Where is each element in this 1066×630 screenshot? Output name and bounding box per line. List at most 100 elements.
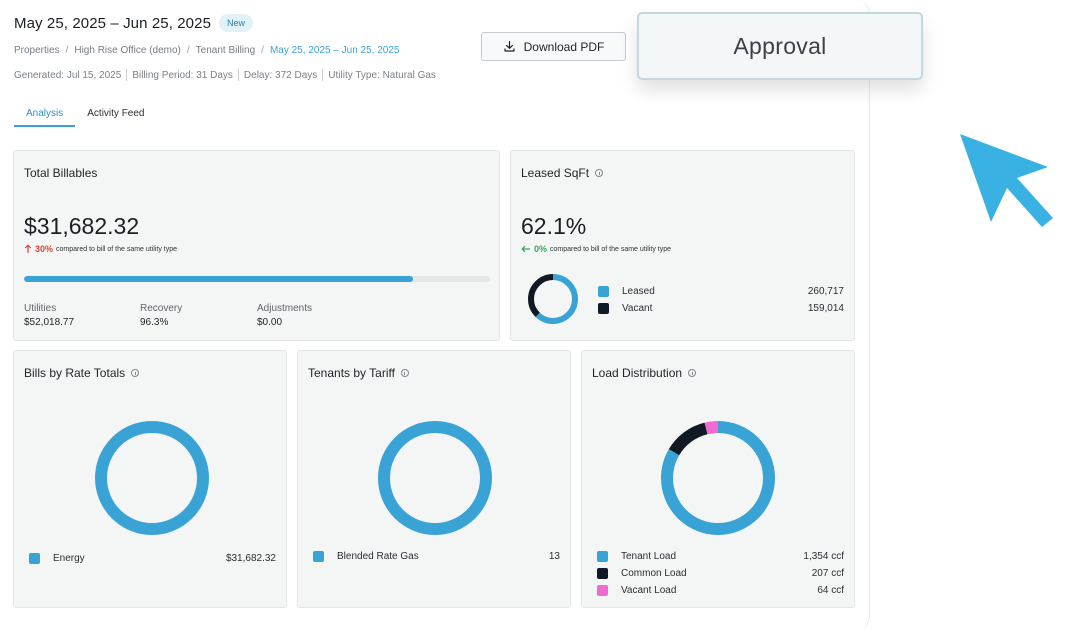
donut-slice-vacant <box>528 274 578 324</box>
download-icon <box>504 41 515 52</box>
breadcrumb-properties[interactable]: Properties <box>14 45 60 56</box>
legend-value: 13 <box>548 551 560 562</box>
billables-progress-bar <box>24 276 490 282</box>
total-billables-card: Total Billables $31,682.32 30% compared … <box>13 150 500 341</box>
card-title-row: Tenants by Tariff <box>308 366 409 380</box>
meta-divider <box>237 69 239 81</box>
legend-swatch <box>597 551 608 562</box>
card-title: Total Billables <box>24 166 98 180</box>
legend-item: Vacant Load 64 ccf <box>592 582 844 599</box>
legend-swatch <box>313 551 324 562</box>
load-donut-chart <box>661 421 775 535</box>
legend-item: Blended Rate Gas 13 <box>308 548 560 565</box>
tariff-donut-chart <box>378 421 492 535</box>
page-title: May 25, 2025 – Jun 25, 2025 <box>14 14 212 32</box>
breadcrumb-current: May 25, 2025 – Jun 25, 2025 <box>269 45 400 56</box>
card-title: Leased SqFt <box>521 166 590 180</box>
leased-legend: Leased 260,717 Vacant 159,014 <box>521 283 844 317</box>
stat-value: $52,018.77 <box>24 317 75 328</box>
arrow-up-icon <box>24 244 32 253</box>
legend-item: Tenant Load 1,354 ccf <box>592 548 844 565</box>
donut-slice-blended-rate-gas <box>378 421 492 535</box>
billables-progress-fill <box>24 276 414 282</box>
change-indicator: 30% compared to bill of the same utility… <box>24 244 177 254</box>
change-indicator: 0% compared to bill of the same utility … <box>521 244 671 254</box>
legend-item: Leased 260,717 <box>593 283 844 300</box>
legend-label: Energy <box>53 553 85 564</box>
stat-label: Recovery <box>140 303 183 314</box>
card-title: Tenants by Tariff <box>308 366 395 380</box>
cursor-arrow-icon <box>960 134 1053 227</box>
total-billables-value: $31,682.32 <box>24 213 140 239</box>
meta-generated: Generated: Jul 15, 2025 <box>14 69 122 81</box>
breadcrumb-tenant-billing[interactable]: Tenant Billing <box>195 45 256 56</box>
meta-billing-period: Billing Period: 31 Days <box>132 69 233 81</box>
leased-sqft-card: Leased SqFt 62.1% 0% compared to bill of… <box>510 150 855 341</box>
legend-swatch <box>598 286 609 297</box>
arrow-left-icon <box>521 245 530 253</box>
compare-text: compared to bill of the same utility typ… <box>550 245 672 253</box>
bills-by-rate-card: Bills by Rate Totals Energy $31,682.32 <box>13 350 287 608</box>
legend-value: 64 ccf <box>817 585 844 596</box>
tab-analysis[interactable]: Analysis <box>14 104 76 127</box>
info-icon[interactable] <box>400 369 409 377</box>
approval-button[interactable]: Approval <box>637 12 923 80</box>
meta-delay: Delay: 372 Days <box>243 69 318 81</box>
legend-value: $31,682.32 <box>225 553 276 564</box>
stat-value: 96.3% <box>140 317 169 328</box>
legend-label: Tenant Load <box>621 551 677 562</box>
legend-label: Vacant Load <box>621 585 677 596</box>
breadcrumb: Properties / High Rise Office (demo) / T… <box>14 45 399 56</box>
tab-bar: Analysis Activity Feed <box>14 104 157 127</box>
legend-item: Energy $31,682.32 <box>24 550 276 567</box>
card-title-row: Load Distribution <box>592 366 697 380</box>
donut-slice-energy <box>95 421 209 535</box>
load-distribution-card: Load Distribution Tenant Load 1,354 ccf … <box>581 350 855 608</box>
legend-swatch <box>597 585 608 596</box>
legend-value: 207 ccf <box>811 568 844 579</box>
report-page: May 25, 2025 – Jun 25, 2025 New Properti… <box>13 0 870 630</box>
donut-slice-vacant-load <box>661 421 775 535</box>
tab-activity-feed[interactable]: Activity Feed <box>87 108 145 119</box>
legend-item: Common Load 207 ccf <box>592 565 844 582</box>
legend-value: 1,354 ccf <box>803 551 844 562</box>
legend-label: Vacant <box>622 303 653 314</box>
legend-swatch <box>29 553 40 564</box>
download-pdf-button[interactable]: Download PDF <box>481 32 626 61</box>
report-meta: Generated: Jul 15, 2025 Billing Period: … <box>14 69 441 81</box>
card-title: Bills by Rate Totals <box>24 366 126 380</box>
stat-label: Utilities <box>24 303 57 314</box>
legend-label: Leased <box>622 286 655 297</box>
leased-sqft-value: 62.1% <box>521 213 587 239</box>
tenants-by-tariff-card: Tenants by Tariff Blended Rate Gas 13 <box>297 350 571 608</box>
change-percent: 0% <box>534 244 548 254</box>
legend-swatch <box>598 303 609 314</box>
breadcrumb-separator: / <box>261 45 264 56</box>
compare-text: compared to bill of the same utility typ… <box>56 245 178 253</box>
download-pdf-label: Download PDF <box>523 39 605 54</box>
card-title-row: Bills by Rate Totals <box>24 366 140 380</box>
change-percent: 30% <box>35 244 54 254</box>
legend-label: Common Load <box>621 568 687 579</box>
info-icon[interactable] <box>595 169 604 177</box>
stat-label: Adjustments <box>257 303 313 314</box>
leased-donut-chart <box>528 274 578 324</box>
stat-utilities: Utilities $52,018.77 <box>24 303 74 328</box>
legend-value: 260,717 <box>807 286 844 297</box>
bills-legend: Energy $31,682.32 <box>24 550 276 567</box>
info-icon[interactable] <box>688 369 697 377</box>
info-icon[interactable] <box>131 369 140 377</box>
stat-value: $0.00 <box>257 317 283 328</box>
breadcrumb-property[interactable]: High Rise Office (demo) <box>74 45 181 56</box>
card-title-row: Leased SqFt <box>521 166 604 180</box>
stat-recovery: Recovery 96.3% <box>140 303 182 328</box>
bills-donut-chart <box>95 421 209 535</box>
breadcrumb-separator: / <box>65 45 69 56</box>
stat-adjustments: Adjustments $0.00 <box>257 303 312 328</box>
legend-swatch <box>597 568 608 579</box>
legend-item: Vacant 159,014 <box>593 300 844 317</box>
status-badge: New <box>219 14 254 32</box>
meta-utility-type: Utility Type: Natural Gas <box>328 69 436 81</box>
meta-divider <box>322 69 324 81</box>
legend-value: 159,014 <box>807 303 844 314</box>
